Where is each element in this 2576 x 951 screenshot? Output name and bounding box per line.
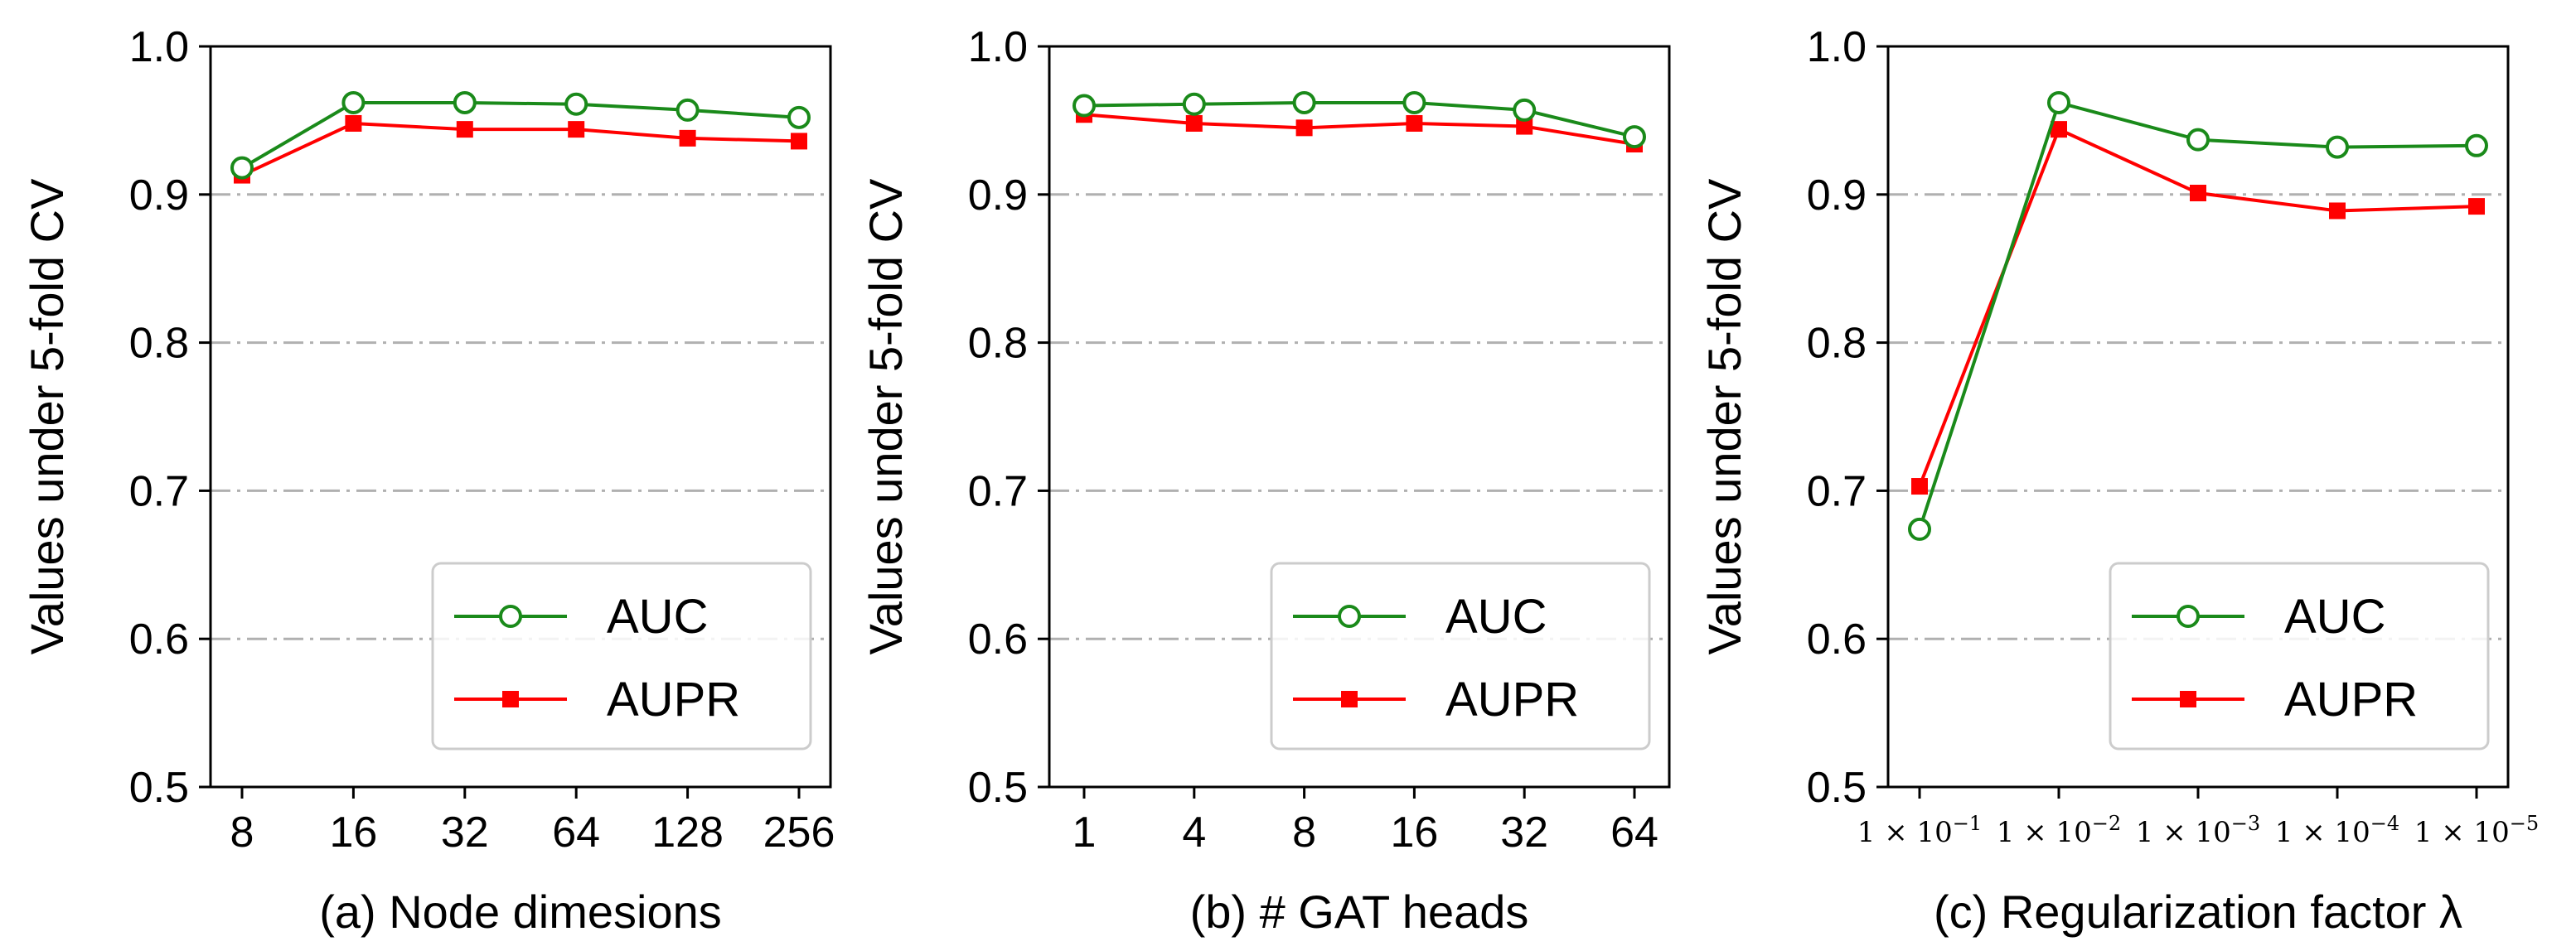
- data-point-auc: [1513, 98, 1537, 122]
- y-tick-label: 0.9: [1807, 171, 1867, 220]
- series-line-auc: [1083, 100, 1635, 139]
- x-tick-label: 16: [1390, 809, 1438, 857]
- x-tick-label: 32: [441, 809, 489, 857]
- data-point-auc: [1908, 517, 1931, 541]
- data-point-auc: [230, 156, 254, 180]
- legend-marker-auc: [1338, 605, 1361, 628]
- axes-frame: [209, 45, 832, 789]
- y-tick-label: 1.0: [129, 23, 189, 71]
- data-point-aupr: [568, 121, 585, 138]
- x-tick-label: 8: [230, 809, 254, 857]
- data-point-auc: [564, 92, 588, 116]
- series-line-auc: [1918, 100, 2477, 530]
- x-axis-label: (b) # GAT heads: [1190, 886, 1529, 938]
- data-point-aupr: [2329, 202, 2346, 220]
- y-axis-label: Values under 5-fold CV: [859, 178, 912, 654]
- y-tick-label: 0.9: [129, 171, 189, 220]
- data-point-auc: [1073, 94, 1096, 118]
- y-tick-label: 1.0: [968, 23, 1028, 71]
- y-tick-label: 0.5: [1807, 764, 1867, 812]
- legend-label-auc: AUC: [2284, 590, 2385, 644]
- data-point-auc: [1182, 92, 1206, 116]
- x-tick-label: 4: [1182, 809, 1206, 857]
- x-tick-label: 1 × 10−3: [2136, 812, 2260, 849]
- legend-marker-auc: [2177, 605, 2200, 628]
- data-point-auc: [2465, 133, 2488, 157]
- series-line-aupr: [1918, 127, 2477, 487]
- y-tick-label: 0.7: [968, 467, 1028, 515]
- x-tick-label: 32: [1500, 809, 1548, 857]
- legend-label-auc: AUC: [607, 590, 708, 644]
- data-point-auc: [1402, 90, 1426, 114]
- legend-marker-aupr: [2180, 691, 2196, 707]
- x-axis-label: (a) Node dimesions: [319, 886, 722, 938]
- x-tick-label: 128: [651, 809, 724, 857]
- legend: [431, 562, 812, 751]
- y-tick-label: 0.8: [968, 320, 1028, 368]
- data-point-aupr: [2468, 198, 2485, 215]
- x-tick-label: 64: [1610, 809, 1658, 857]
- data-point-auc: [453, 90, 477, 114]
- y-tick-label: 0.7: [129, 467, 189, 515]
- y-tick-label: 0.6: [1807, 615, 1867, 664]
- data-point-aupr: [456, 121, 473, 138]
- x-tick-label: 64: [552, 809, 600, 857]
- legend-marker-auc: [499, 605, 522, 628]
- y-tick-label: 1.0: [1807, 23, 1867, 71]
- series-line-aupr: [241, 121, 800, 177]
- y-tick-label: 0.9: [968, 171, 1028, 220]
- legend-label-aupr: AUPR: [1445, 673, 1579, 727]
- x-tick-label: 256: [763, 809, 835, 857]
- legend: [1270, 562, 1651, 751]
- y-tick-label: 0.5: [129, 764, 189, 812]
- series-line-aupr: [1083, 113, 1635, 146]
- x-tick-label: 8: [1292, 809, 1316, 857]
- axes-frame: [1048, 45, 1671, 789]
- legend: [2109, 562, 2490, 751]
- y-axis-label: Values under 5-fold CV: [1698, 178, 1750, 654]
- x-tick-label: 1 × 10−4: [2275, 812, 2399, 849]
- x-axis-label: (c) Regularization factor λ: [1934, 886, 2462, 938]
- legend-marker-aupr: [1341, 691, 1358, 707]
- x-tick-label: 1 × 10−2: [1997, 812, 2121, 849]
- data-point-auc: [2186, 128, 2210, 152]
- y-tick-label: 0.5: [968, 764, 1028, 812]
- data-point-aupr: [345, 114, 362, 132]
- y-axis-label: Values under 5-fold CV: [21, 178, 73, 654]
- x-tick-label: 1: [1073, 809, 1097, 857]
- y-tick-label: 0.6: [129, 615, 189, 664]
- x-tick-label: 1 × 10−1: [1857, 812, 1982, 849]
- data-point-auc: [2047, 90, 2070, 114]
- data-point-aupr: [1406, 114, 1423, 132]
- data-point-auc: [1292, 90, 1316, 114]
- series-line-auc: [240, 100, 800, 170]
- data-point-aupr: [2190, 185, 2206, 202]
- y-tick-label: 0.6: [968, 615, 1028, 664]
- data-point-aupr: [1185, 114, 1203, 132]
- data-point-auc: [675, 98, 700, 122]
- legend-label-aupr: AUPR: [2284, 673, 2418, 727]
- data-point-auc: [2326, 135, 2349, 159]
- y-tick-label: 0.8: [1807, 320, 1867, 368]
- data-point-auc: [787, 105, 811, 129]
- legend-label-aupr: AUPR: [607, 673, 740, 727]
- data-point-auc: [1623, 125, 1646, 149]
- data-point-aupr: [2051, 121, 2067, 138]
- data-point-aupr: [1911, 478, 1928, 495]
- panel-2: 0.5 0.6 0.7 0.8 0.9 1.0 1 4 8 16 32 64 (b) # GAT hea…: [859, 23, 1671, 938]
- legend-label-auc: AUC: [1445, 590, 1547, 644]
- data-point-aupr: [1295, 119, 1313, 137]
- x-tick-label: 1 × 10−5: [2414, 812, 2539, 849]
- panel-3: 0.5 0.6 0.7 0.8 0.9 1.0 1 × 10−1 1 × 10−2 1 × 10…: [1698, 23, 2539, 938]
- x-tick-label: 16: [329, 809, 377, 857]
- data-point-aupr: [1516, 118, 1533, 135]
- y-tick-label: 0.8: [129, 320, 189, 368]
- data-point-aupr: [679, 129, 696, 147]
- panel-1: 0.5 0.6 0.7 0.8 0.9 1.0 8 16 32 64 128 256 (a) Node …: [21, 23, 835, 938]
- data-point-auc: [341, 90, 366, 114]
- data-point-aupr: [791, 133, 807, 150]
- y-tick-label: 0.7: [1807, 467, 1867, 515]
- legend-marker-aupr: [502, 691, 519, 707]
